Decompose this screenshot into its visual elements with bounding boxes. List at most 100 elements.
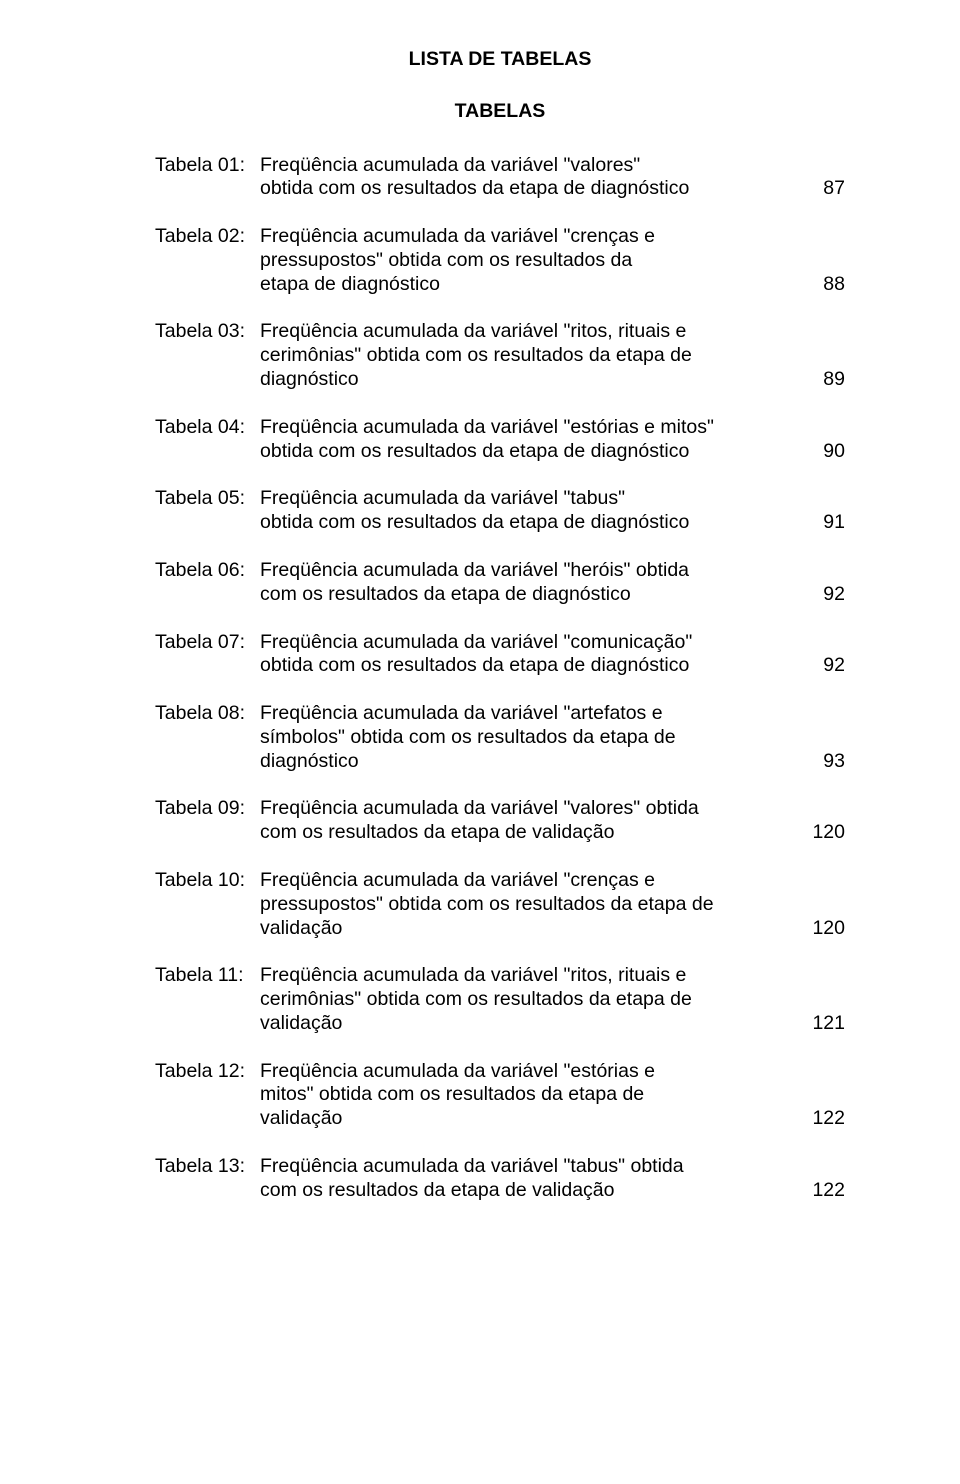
page: LISTA DE TABELAS TABELAS Tabela 01:Freqü…	[0, 0, 960, 1484]
section-subtitle: TABELAS	[155, 100, 845, 124]
entry-line: validação	[260, 917, 342, 939]
entry-description-col: Freqüência acumulada da variável "tabus"…	[260, 1155, 845, 1203]
entry-line: Freqüência acumulada da variável "heróis…	[260, 559, 689, 581]
entry-line: cerimônias" obtida com os resultados da …	[260, 988, 692, 1010]
entry-line: com os resultados da etapa de diagnóstic…	[260, 583, 631, 605]
entry-description-col: Freqüência acumulada da variável "estóri…	[260, 416, 845, 464]
entry-line: Freqüência acumulada da variável "tabus"	[260, 487, 625, 509]
entry-page-number: 90	[803, 440, 845, 464]
entry-page-number: 88	[803, 273, 845, 297]
entry-label: Tabela 04:	[155, 416, 260, 440]
entry-page-number: 92	[803, 583, 845, 607]
entry-description-col: Freqüência acumulada da variável "ritos,…	[260, 320, 845, 391]
toc-entry: Tabela 12:Freqüência acumulada da variáv…	[155, 1060, 845, 1131]
entry-line: símbolos" obtida com os resultados da et…	[260, 726, 676, 748]
entry-description: Freqüência acumulada da variável "artefa…	[260, 702, 803, 773]
entry-line: Freqüência acumulada da variável "estóri…	[260, 1060, 655, 1082]
entry-line: Freqüência acumulada da variável "estóri…	[260, 416, 714, 438]
entry-description: Freqüência acumulada da variável "valore…	[260, 154, 803, 202]
entry-line: cerimônias" obtida com os resultados da …	[260, 344, 692, 366]
entry-label: Tabela 11:	[155, 964, 260, 988]
entry-line: Freqüência acumulada da variável "crença…	[260, 869, 655, 891]
toc-list: Tabela 01:Freqüência acumulada da variáv…	[155, 154, 845, 1203]
entry-line: Freqüência acumulada da variável "crença…	[260, 225, 655, 247]
entry-line: pressupostos" obtida com os resultados d…	[260, 893, 714, 915]
entry-line: pressupostos" obtida com os resultados d…	[260, 249, 632, 271]
entry-page-number: 122	[792, 1179, 845, 1203]
entry-description-col: Freqüência acumulada da variável "estóri…	[260, 1060, 845, 1131]
entry-description: Freqüência acumulada da variável "ritos,…	[260, 964, 792, 1035]
entry-line: com os resultados da etapa de validação	[260, 821, 614, 843]
toc-entry: Tabela 01:Freqüência acumulada da variáv…	[155, 154, 845, 202]
entry-line: obtida com os resultados da etapa de dia…	[260, 440, 689, 462]
entry-label: Tabela 01:	[155, 154, 260, 178]
entry-page-number: 122	[792, 1107, 845, 1131]
toc-entry: Tabela 08:Freqüência acumulada da variáv…	[155, 702, 845, 773]
entry-label: Tabela 08:	[155, 702, 260, 726]
entry-description-col: Freqüência acumulada da variável "ritos,…	[260, 964, 845, 1035]
entry-label: Tabela 05:	[155, 487, 260, 511]
entry-line: Freqüência acumulada da variável "valore…	[260, 154, 640, 176]
entry-line: obtida com os resultados da etapa de dia…	[260, 654, 689, 676]
entry-label: Tabela 12:	[155, 1060, 260, 1084]
entry-page-number: 93	[803, 750, 845, 774]
entry-description-col: Freqüência acumulada da variável "tabus"…	[260, 487, 845, 535]
entry-line: diagnóstico	[260, 368, 359, 390]
entry-page-number: 121	[792, 1012, 845, 1036]
toc-entry: Tabela 05:Freqüência acumulada da variáv…	[155, 487, 845, 535]
entry-line: etapa de diagnóstico	[260, 273, 440, 295]
toc-entry: Tabela 06:Freqüência acumulada da variáv…	[155, 559, 845, 607]
entry-description: Freqüência acumulada da variável "ritos,…	[260, 320, 803, 391]
entry-description: Freqüência acumulada da variável "crença…	[260, 869, 792, 940]
entry-page-number: 92	[803, 654, 845, 678]
entry-description-col: Freqüência acumulada da variável "crença…	[260, 225, 845, 296]
toc-entry: Tabela 11:Freqüência acumulada da variáv…	[155, 964, 845, 1035]
entry-line: com os resultados da etapa de validação	[260, 1179, 614, 1201]
entry-line: Freqüência acumulada da variável "valore…	[260, 797, 699, 819]
entry-description: Freqüência acumulada da variável "estóri…	[260, 416, 803, 464]
entry-description: Freqüência acumulada da variável "tabus"…	[260, 1155, 792, 1203]
entry-description: Freqüência acumulada da variável "tabus"…	[260, 487, 803, 535]
entry-label: Tabela 07:	[155, 631, 260, 655]
toc-entry: Tabela 09:Freqüência acumulada da variáv…	[155, 797, 845, 845]
entry-label: Tabela 09:	[155, 797, 260, 821]
entry-line: diagnóstico	[260, 750, 359, 772]
entry-line: obtida com os resultados da etapa de dia…	[260, 511, 689, 533]
entry-description: Freqüência acumulada da variável "valore…	[260, 797, 792, 845]
entry-line: obtida com os resultados da etapa de dia…	[260, 177, 689, 199]
entry-description-col: Freqüência acumulada da variável "heróis…	[260, 559, 845, 607]
toc-entry: Tabela 07:Freqüência acumulada da variáv…	[155, 631, 845, 679]
entry-line: Freqüência acumulada da variável "tabus"…	[260, 1155, 684, 1177]
toc-entry: Tabela 10:Freqüência acumulada da variáv…	[155, 869, 845, 940]
entry-page-number: 91	[803, 511, 845, 535]
entry-line: validação	[260, 1012, 342, 1034]
entry-label: Tabela 06:	[155, 559, 260, 583]
toc-entry: Tabela 03:Freqüência acumulada da variáv…	[155, 320, 845, 391]
entry-line: Freqüência acumulada da variável "ritos,…	[260, 320, 686, 342]
entry-line: Freqüência acumulada da variável "artefa…	[260, 702, 663, 724]
entry-description: Freqüência acumulada da variável "heróis…	[260, 559, 803, 607]
entry-line: Freqüência acumulada da variável "ritos,…	[260, 964, 686, 986]
toc-entry: Tabela 04:Freqüência acumulada da variáv…	[155, 416, 845, 464]
toc-entry: Tabela 02:Freqüência acumulada da variáv…	[155, 225, 845, 296]
toc-entry: Tabela 13:Freqüência acumulada da variáv…	[155, 1155, 845, 1203]
entry-line: Freqüência acumulada da variável "comuni…	[260, 631, 692, 653]
entry-description: Freqüência acumulada da variável "comuni…	[260, 631, 803, 679]
entry-label: Tabela 10:	[155, 869, 260, 893]
entry-description-col: Freqüência acumulada da variável "crença…	[260, 869, 845, 940]
entry-line: mitos" obtida com os resultados da etapa…	[260, 1083, 644, 1105]
entry-page-number: 120	[792, 821, 845, 845]
entry-page-number: 120	[792, 917, 845, 941]
entry-line: validação	[260, 1107, 342, 1129]
entry-description-col: Freqüência acumulada da variável "artefa…	[260, 702, 845, 773]
entry-description-col: Freqüência acumulada da variável "comuni…	[260, 631, 845, 679]
entry-description-col: Freqüência acumulada da variável "valore…	[260, 154, 845, 202]
entry-label: Tabela 03:	[155, 320, 260, 344]
entry-label: Tabela 02:	[155, 225, 260, 249]
entry-page-number: 87	[803, 177, 845, 201]
entry-description-col: Freqüência acumulada da variável "valore…	[260, 797, 845, 845]
entry-description: Freqüência acumulada da variável "estóri…	[260, 1060, 792, 1131]
entry-description: Freqüência acumulada da variável "crença…	[260, 225, 803, 296]
page-title: LISTA DE TABELAS	[155, 48, 845, 72]
entry-page-number: 89	[803, 368, 845, 392]
